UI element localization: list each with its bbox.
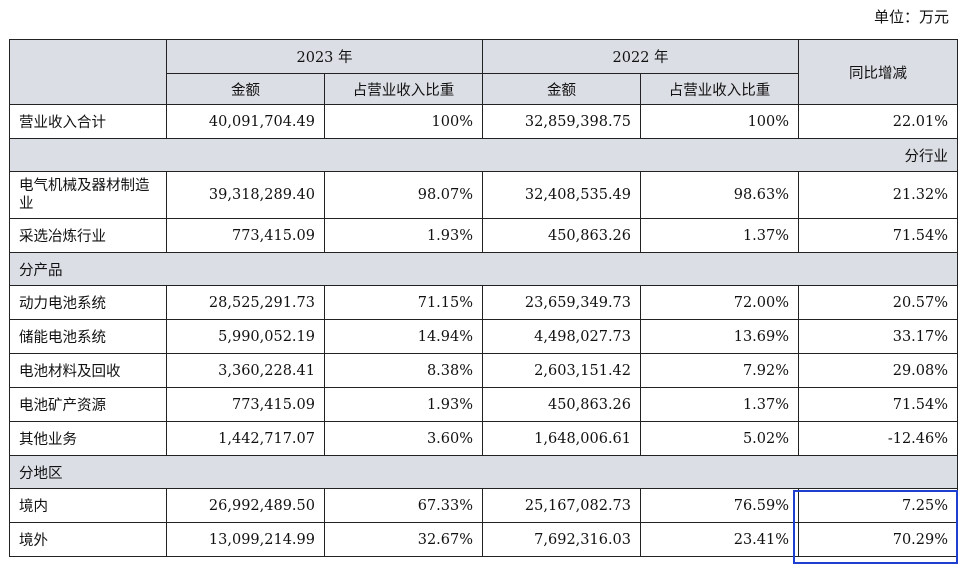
table-row: 其他业务 1,442,717.07 3.60% 1,648,006.61 5.0… bbox=[9, 421, 959, 456]
ratio-2023: 3.60% bbox=[323, 421, 484, 456]
amount-2023: 773,415.09 bbox=[166, 218, 325, 253]
yoy-change: 20.57% bbox=[798, 285, 959, 320]
header-blank bbox=[9, 39, 167, 105]
header-year-2023: 2023 年 bbox=[165, 39, 484, 74]
ratio-2022: 100% bbox=[640, 104, 800, 139]
yoy-change: 71.54% bbox=[798, 387, 959, 422]
ratio-2022: 13.69% bbox=[640, 319, 800, 354]
yoy-change: -12.46% bbox=[798, 421, 959, 456]
ratio-2022: 5.02% bbox=[640, 421, 800, 456]
revenue-table: 2023 年 2022 年 同比增减 金额 占营业收入比重 金额 占营业收入比重… bbox=[8, 39, 959, 557]
ratio-2022: 76.59% bbox=[640, 488, 800, 523]
ratio-2022: 23.41% bbox=[640, 522, 800, 557]
row-label: 动力电池系统 bbox=[9, 285, 167, 320]
amount-2022: 32,408,535.49 bbox=[482, 171, 642, 219]
ratio-2023: 1.93% bbox=[323, 218, 484, 253]
ratio-2023: 100% bbox=[323, 104, 484, 139]
yoy-change: 70.29% bbox=[798, 522, 959, 557]
amount-2023: 28,525,291.73 bbox=[166, 285, 325, 320]
header-yoy: 同比增减 bbox=[798, 39, 959, 105]
row-label: 电池矿产资源 bbox=[9, 387, 167, 422]
table-row: 境内 26,992,489.50 67.33% 25,167,082.73 76… bbox=[9, 488, 959, 523]
amount-2022: 25,167,082.73 bbox=[482, 488, 642, 523]
section-row-industry: 分行业 bbox=[8, 138, 959, 172]
row-label: 储能电池系统 bbox=[9, 319, 167, 354]
amount-2022: 4,498,027.73 bbox=[482, 319, 642, 354]
header-amount-2023: 金额 bbox=[166, 73, 325, 105]
section-label: 分产品 bbox=[8, 252, 959, 286]
row-label: 境外 bbox=[9, 522, 167, 557]
section-row-product: 分产品 bbox=[8, 252, 959, 286]
header-year-2022: 2022 年 bbox=[482, 39, 800, 74]
table-row: 电气机械及器材制造业 39,318,289.40 98.07% 32,408,5… bbox=[9, 171, 959, 219]
amount-2022: 450,863.26 bbox=[482, 218, 642, 253]
row-label: 采选冶炼行业 bbox=[9, 218, 167, 253]
amount-2023: 13,099,214.99 bbox=[166, 522, 325, 557]
row-label: 电池材料及回收 bbox=[9, 353, 167, 388]
table-row: 动力电池系统 28,525,291.73 71.15% 23,659,349.7… bbox=[9, 285, 959, 320]
ratio-2022: 7.92% bbox=[640, 353, 800, 388]
ratio-2023: 1.93% bbox=[323, 387, 484, 422]
yoy-change: 22.01% bbox=[798, 104, 959, 139]
row-label: 营业收入合计 bbox=[9, 104, 167, 139]
amount-2023: 26,992,489.50 bbox=[166, 488, 325, 523]
table-row: 电池矿产资源 773,415.09 1.93% 450,863.26 1.37%… bbox=[9, 387, 959, 422]
table-row: 储能电池系统 5,990,052.19 14.94% 4,498,027.73 … bbox=[9, 319, 959, 354]
amount-2022: 450,863.26 bbox=[482, 387, 642, 422]
amount-2022: 23,659,349.73 bbox=[482, 285, 642, 320]
section-label: 分行业 bbox=[8, 138, 959, 172]
table-row: 境外 13,099,214.99 32.67% 7,692,316.03 23.… bbox=[9, 522, 959, 557]
ratio-2022: 98.63% bbox=[640, 171, 800, 219]
amount-2023: 773,415.09 bbox=[166, 387, 325, 422]
row-label: 其他业务 bbox=[9, 421, 167, 456]
ratio-2023: 67.33% bbox=[323, 488, 484, 523]
amount-2022: 1,648,006.61 bbox=[482, 421, 642, 456]
amount-2023: 3,360,228.41 bbox=[166, 353, 325, 388]
section-row-region: 分地区 bbox=[8, 455, 959, 489]
yoy-change: 33.17% bbox=[798, 319, 959, 354]
amount-2023: 39,318,289.40 bbox=[166, 171, 325, 219]
ratio-2023: 71.15% bbox=[323, 285, 484, 320]
ratio-2023: 14.94% bbox=[323, 319, 484, 354]
ratio-2022: 1.37% bbox=[640, 387, 800, 422]
header-ratio-2022: 占营业收入比重 bbox=[640, 73, 800, 105]
yoy-change: 71.54% bbox=[798, 218, 959, 253]
amount-2022: 2,603,151.42 bbox=[482, 353, 642, 388]
table-row-total: 营业收入合计 40,091,704.49 100% 32,859,398.75 … bbox=[9, 104, 959, 139]
amount-2023: 5,990,052.19 bbox=[166, 319, 325, 354]
yoy-change: 29.08% bbox=[798, 353, 959, 388]
header-amount-2022: 金额 bbox=[482, 73, 642, 105]
unit-label: 单位：万元 bbox=[873, 8, 949, 26]
amount-2022: 7,692,316.03 bbox=[482, 522, 642, 557]
amount-2022: 32,859,398.75 bbox=[482, 104, 642, 139]
yoy-change: 7.25% bbox=[798, 488, 959, 523]
ratio-2023: 98.07% bbox=[323, 171, 484, 219]
ratio-2022: 72.00% bbox=[640, 285, 800, 320]
row-label: 电气机械及器材制造业 bbox=[9, 171, 167, 219]
table-row: 采选冶炼行业 773,415.09 1.93% 450,863.26 1.37%… bbox=[9, 218, 959, 253]
ratio-2023: 8.38% bbox=[323, 353, 484, 388]
ratio-2023: 32.67% bbox=[323, 522, 484, 557]
table-row: 电池材料及回收 3,360,228.41 8.38% 2,603,151.42 … bbox=[9, 353, 959, 388]
section-label: 分地区 bbox=[8, 455, 959, 489]
amount-2023: 40,091,704.49 bbox=[166, 104, 325, 139]
amount-2023: 1,442,717.07 bbox=[166, 421, 325, 456]
ratio-2022: 1.37% bbox=[640, 218, 800, 253]
header-ratio-2023: 占营业收入比重 bbox=[323, 73, 484, 105]
yoy-change: 21.32% bbox=[798, 171, 959, 219]
row-label: 境内 bbox=[9, 488, 167, 523]
